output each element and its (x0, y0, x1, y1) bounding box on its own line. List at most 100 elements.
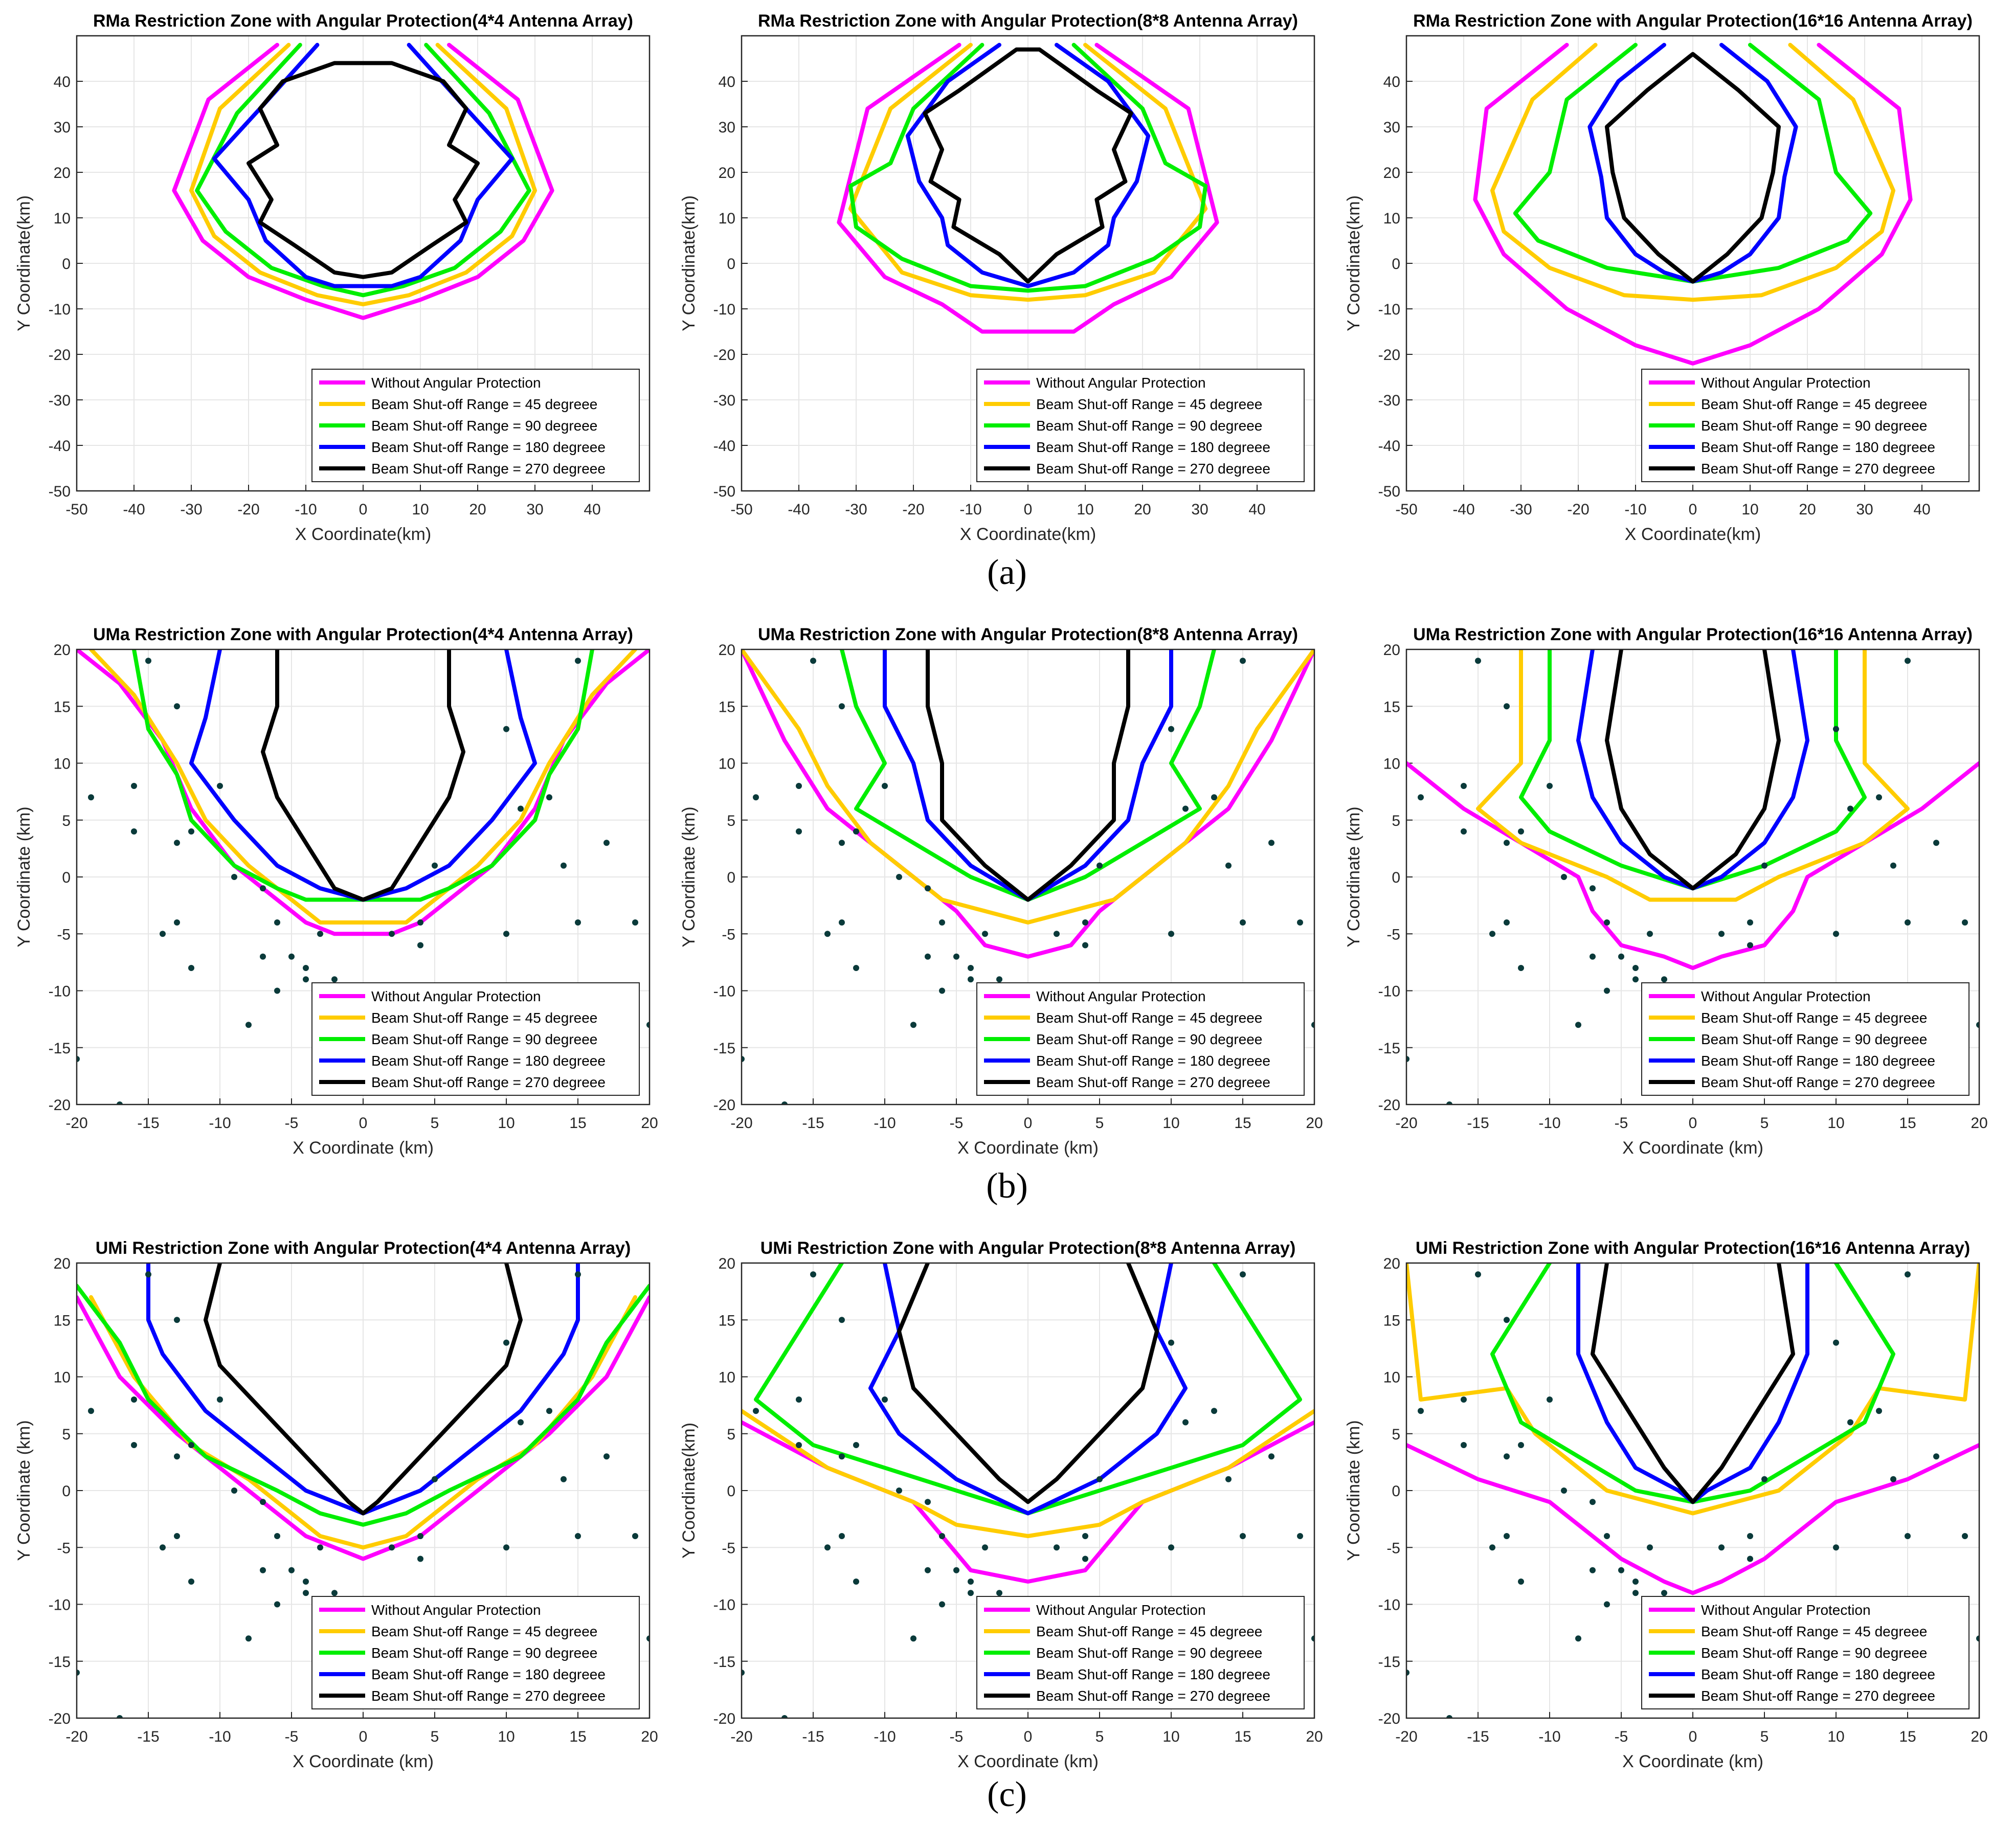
y-tick-label: 20 (54, 642, 71, 659)
y-tick-label: 40 (719, 74, 735, 91)
legend-label: Without Angular Protection (371, 375, 541, 391)
series-line-4 (905, 42, 1151, 288)
data-point (1747, 942, 1753, 949)
legend-label: Beam Shut-off Range = 270 degreee (371, 1688, 606, 1704)
data-point (1168, 726, 1174, 732)
x-tick-label: -30 (180, 501, 202, 518)
legend-label: Beam Shut-off Range = 270 degreee (1036, 461, 1270, 477)
y-tick-label: -40 (49, 438, 71, 455)
data-point (188, 1579, 194, 1585)
y-tick-label: 30 (719, 119, 735, 136)
data-point (1661, 1590, 1667, 1596)
y-tick-label: -20 (49, 1097, 71, 1114)
x-tick-label: 20 (641, 1728, 658, 1745)
data-point (1504, 703, 1510, 710)
series-line-4 (212, 42, 514, 288)
x-axis-label: X Coordinate (km) (293, 1138, 434, 1158)
x-tick-label: -30 (845, 501, 867, 518)
y-tick-label: 0 (1392, 869, 1400, 886)
data-point (575, 658, 581, 664)
x-tick-label: 10 (1162, 1728, 1179, 1745)
x-tick-label: -50 (65, 501, 87, 518)
chart-panel-3: -50 -40 -30 -20 -10 0 10 20 30 40 -50 -40 -30 -20 -10 0… (1344, 11, 1980, 544)
data-point (432, 862, 438, 869)
chart-panel-5: -20 -15 -10 -5 0 5 10 15 20 -20 -15 -10 -5 0 5 10 15 20 UM… (679, 625, 1323, 1158)
y-tick-label: 10 (1383, 210, 1400, 227)
x-tick-label: 10 (1827, 1728, 1844, 1745)
legend-label: Beam Shut-off Range = 90 degreee (1701, 1031, 1927, 1047)
chart-panel-8: -20 -15 -10 -5 0 5 10 15 20 -20 -15 -10 -5 0 5 10 15 20 UM… (679, 1238, 1323, 1771)
data-point (1489, 931, 1495, 937)
x-axis-label: X Coordinate (km) (957, 1752, 1099, 1771)
y-tick-label: -15 (49, 1654, 71, 1671)
x-tick-label: 0 (1024, 1115, 1033, 1132)
x-tick-label: -40 (123, 501, 145, 518)
data-point (503, 726, 509, 732)
chart-title: RMa Restriction Zone with Angular Protec… (758, 11, 1298, 31)
x-tick-label: 0 (1689, 501, 1697, 518)
y-tick-label: 15 (54, 1312, 71, 1329)
x-tick-label: -5 (1615, 1728, 1628, 1745)
x-tick-label: -5 (1615, 1115, 1628, 1132)
x-tick-label: -20 (1395, 1728, 1417, 1745)
data-point (561, 862, 567, 869)
data-point (1590, 885, 1596, 892)
data-point (1962, 1533, 1968, 1539)
data-point (1418, 1408, 1424, 1414)
x-tick-label: 20 (1799, 501, 1816, 518)
data-point (1604, 1533, 1610, 1539)
x-tick-label: 10 (1162, 1115, 1179, 1132)
x-tick-label: 15 (569, 1728, 586, 1745)
data-point (1504, 1533, 1510, 1539)
axes-box (1405, 648, 1980, 1106)
series-line-2 (1406, 1263, 1979, 1516)
legend-box (1641, 1596, 1970, 1709)
legend-label: Beam Shut-off Range = 90 degreee (371, 1031, 597, 1047)
y-tick-label: 0 (727, 256, 735, 273)
x-axis-label: X Coordinate(km) (1625, 525, 1761, 544)
legend-label: Beam Shut-off Range = 270 degreee (1701, 461, 1935, 477)
x-tick-label: -20 (1395, 1115, 1417, 1132)
x-tick-label: 0 (1689, 1728, 1697, 1745)
data-point (1461, 828, 1467, 835)
legend-box (976, 369, 1305, 482)
series-line-5 (261, 649, 465, 902)
y-tick-label: 5 (1392, 1426, 1400, 1443)
x-tick-label: -15 (1467, 1728, 1489, 1745)
data-point (1647, 931, 1653, 937)
data-point (274, 987, 280, 994)
data-point (1618, 953, 1624, 960)
data-point (939, 1601, 945, 1608)
data-point (1082, 919, 1088, 926)
chart-title: UMi Restriction Zone with Angular Protec… (96, 1238, 631, 1258)
data-point (331, 1590, 338, 1596)
data-point (1575, 1022, 1581, 1028)
axes-box (76, 648, 651, 1106)
data-point (603, 1453, 610, 1460)
data-point (1461, 1442, 1467, 1448)
legend-label: Without Angular Protection (371, 988, 541, 1004)
legend-label: Without Angular Protection (1701, 1602, 1871, 1618)
x-axis-label: X Coordinate (km) (1622, 1138, 1763, 1158)
data-point (303, 1579, 309, 1585)
legend-label: Beam Shut-off Range = 180 degreee (371, 439, 606, 455)
x-axis-label: X Coordinate(km) (295, 525, 431, 544)
x-tick-label: -10 (1624, 501, 1646, 518)
data-point (260, 1567, 266, 1573)
data-point (546, 1408, 552, 1414)
data-point (131, 1396, 137, 1403)
data-point (853, 1442, 859, 1448)
data-point (796, 828, 802, 835)
data-point (1604, 987, 1610, 994)
y-tick-label: -10 (49, 301, 71, 318)
curves-group (742, 1263, 1314, 1718)
data-point (939, 1533, 945, 1539)
data-point (1406, 1670, 1409, 1676)
data-point (1833, 1339, 1839, 1346)
data-point (1082, 1556, 1088, 1562)
x-tick-label: 20 (1306, 1728, 1323, 1745)
y-tick-label: -20 (1378, 1097, 1400, 1114)
y-axis-label: Y Coordinate (km) (14, 1420, 34, 1561)
data-point (1632, 965, 1639, 971)
data-point (174, 840, 180, 846)
